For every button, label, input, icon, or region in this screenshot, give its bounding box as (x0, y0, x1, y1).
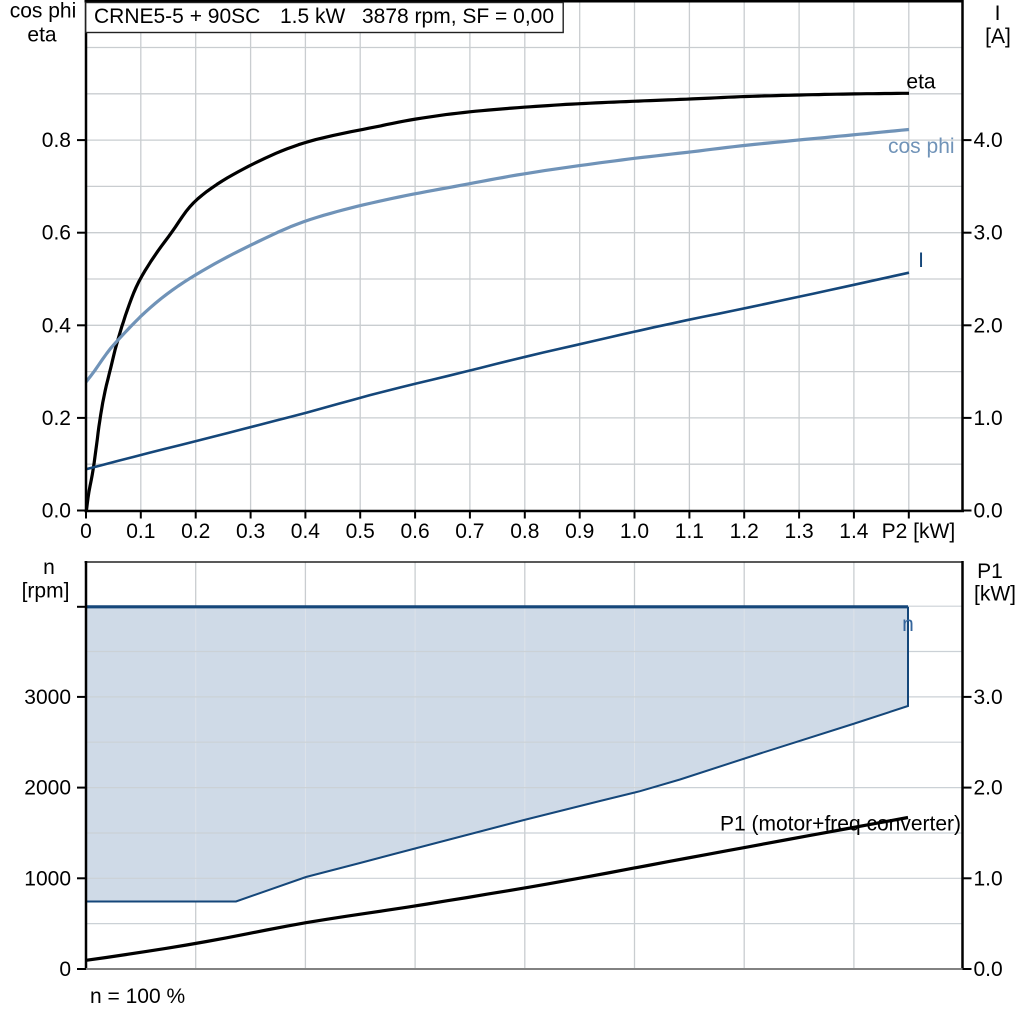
svg-text:n: n (902, 613, 914, 636)
svg-text:0.6: 0.6 (42, 222, 71, 245)
svg-text:0.2: 0.2 (42, 407, 71, 430)
svg-text:1.0: 1.0 (974, 867, 1003, 890)
svg-text:0.6: 0.6 (400, 520, 429, 543)
svg-text:4.0: 4.0 (974, 129, 1003, 152)
svg-text:[kW]: [kW] (974, 583, 1016, 606)
svg-text:P1 (motor+freq converter): P1 (motor+freq converter) (720, 813, 961, 836)
svg-text:0.0: 0.0 (42, 500, 71, 523)
svg-text:cos phi: cos phi (888, 135, 955, 158)
svg-text:3.0: 3.0 (974, 222, 1003, 245)
svg-text:CRNE5-5 + 90SC: CRNE5-5 + 90SC (94, 5, 260, 28)
svg-text:0.8: 0.8 (42, 129, 71, 152)
svg-text:3878 rpm, SF = 0,00: 3878 rpm, SF = 0,00 (362, 5, 554, 28)
svg-text:0.4: 0.4 (42, 314, 72, 337)
svg-text:I: I (995, 2, 1001, 25)
svg-text:0.0: 0.0 (974, 500, 1003, 523)
svg-text:n: n (43, 556, 55, 579)
svg-text:1.4: 1.4 (839, 520, 869, 543)
svg-text:2.0: 2.0 (974, 314, 1003, 337)
svg-text:1.3: 1.3 (784, 520, 813, 543)
svg-text:3.0: 3.0 (974, 686, 1003, 709)
svg-text:0.5: 0.5 (346, 520, 375, 543)
svg-text:0.2: 0.2 (181, 520, 210, 543)
svg-text:0.7: 0.7 (455, 520, 484, 543)
svg-text:eta: eta (27, 24, 57, 47)
svg-text:[A]: [A] (985, 25, 1011, 48)
svg-text:cos phi: cos phi (10, 0, 77, 23)
svg-text:P1: P1 (977, 560, 1003, 583)
svg-text:0.1: 0.1 (126, 520, 155, 543)
svg-text:1.0: 1.0 (620, 520, 649, 543)
svg-text:0: 0 (59, 958, 71, 981)
svg-text:0.9: 0.9 (565, 520, 594, 543)
svg-text:0.4: 0.4 (291, 520, 321, 543)
svg-text:I: I (918, 249, 924, 272)
svg-text:2.0: 2.0 (974, 777, 1003, 800)
svg-text:0.8: 0.8 (510, 520, 539, 543)
svg-text:1000: 1000 (24, 867, 71, 890)
svg-text:1.5 kW: 1.5 kW (280, 5, 346, 28)
svg-text:P2 [kW]: P2 [kW] (882, 520, 956, 543)
svg-text:1.0: 1.0 (974, 407, 1003, 430)
svg-text:2000: 2000 (24, 777, 71, 800)
svg-text:[rpm]: [rpm] (22, 580, 70, 603)
svg-text:n = 100 %: n = 100 % (90, 985, 185, 1008)
svg-text:1.1: 1.1 (675, 520, 704, 543)
svg-text:eta: eta (906, 71, 936, 94)
svg-text:0: 0 (80, 520, 92, 543)
svg-text:0.3: 0.3 (236, 520, 265, 543)
svg-text:0.0: 0.0 (974, 958, 1003, 981)
svg-text:1.2: 1.2 (730, 520, 759, 543)
svg-text:3000: 3000 (24, 686, 71, 709)
